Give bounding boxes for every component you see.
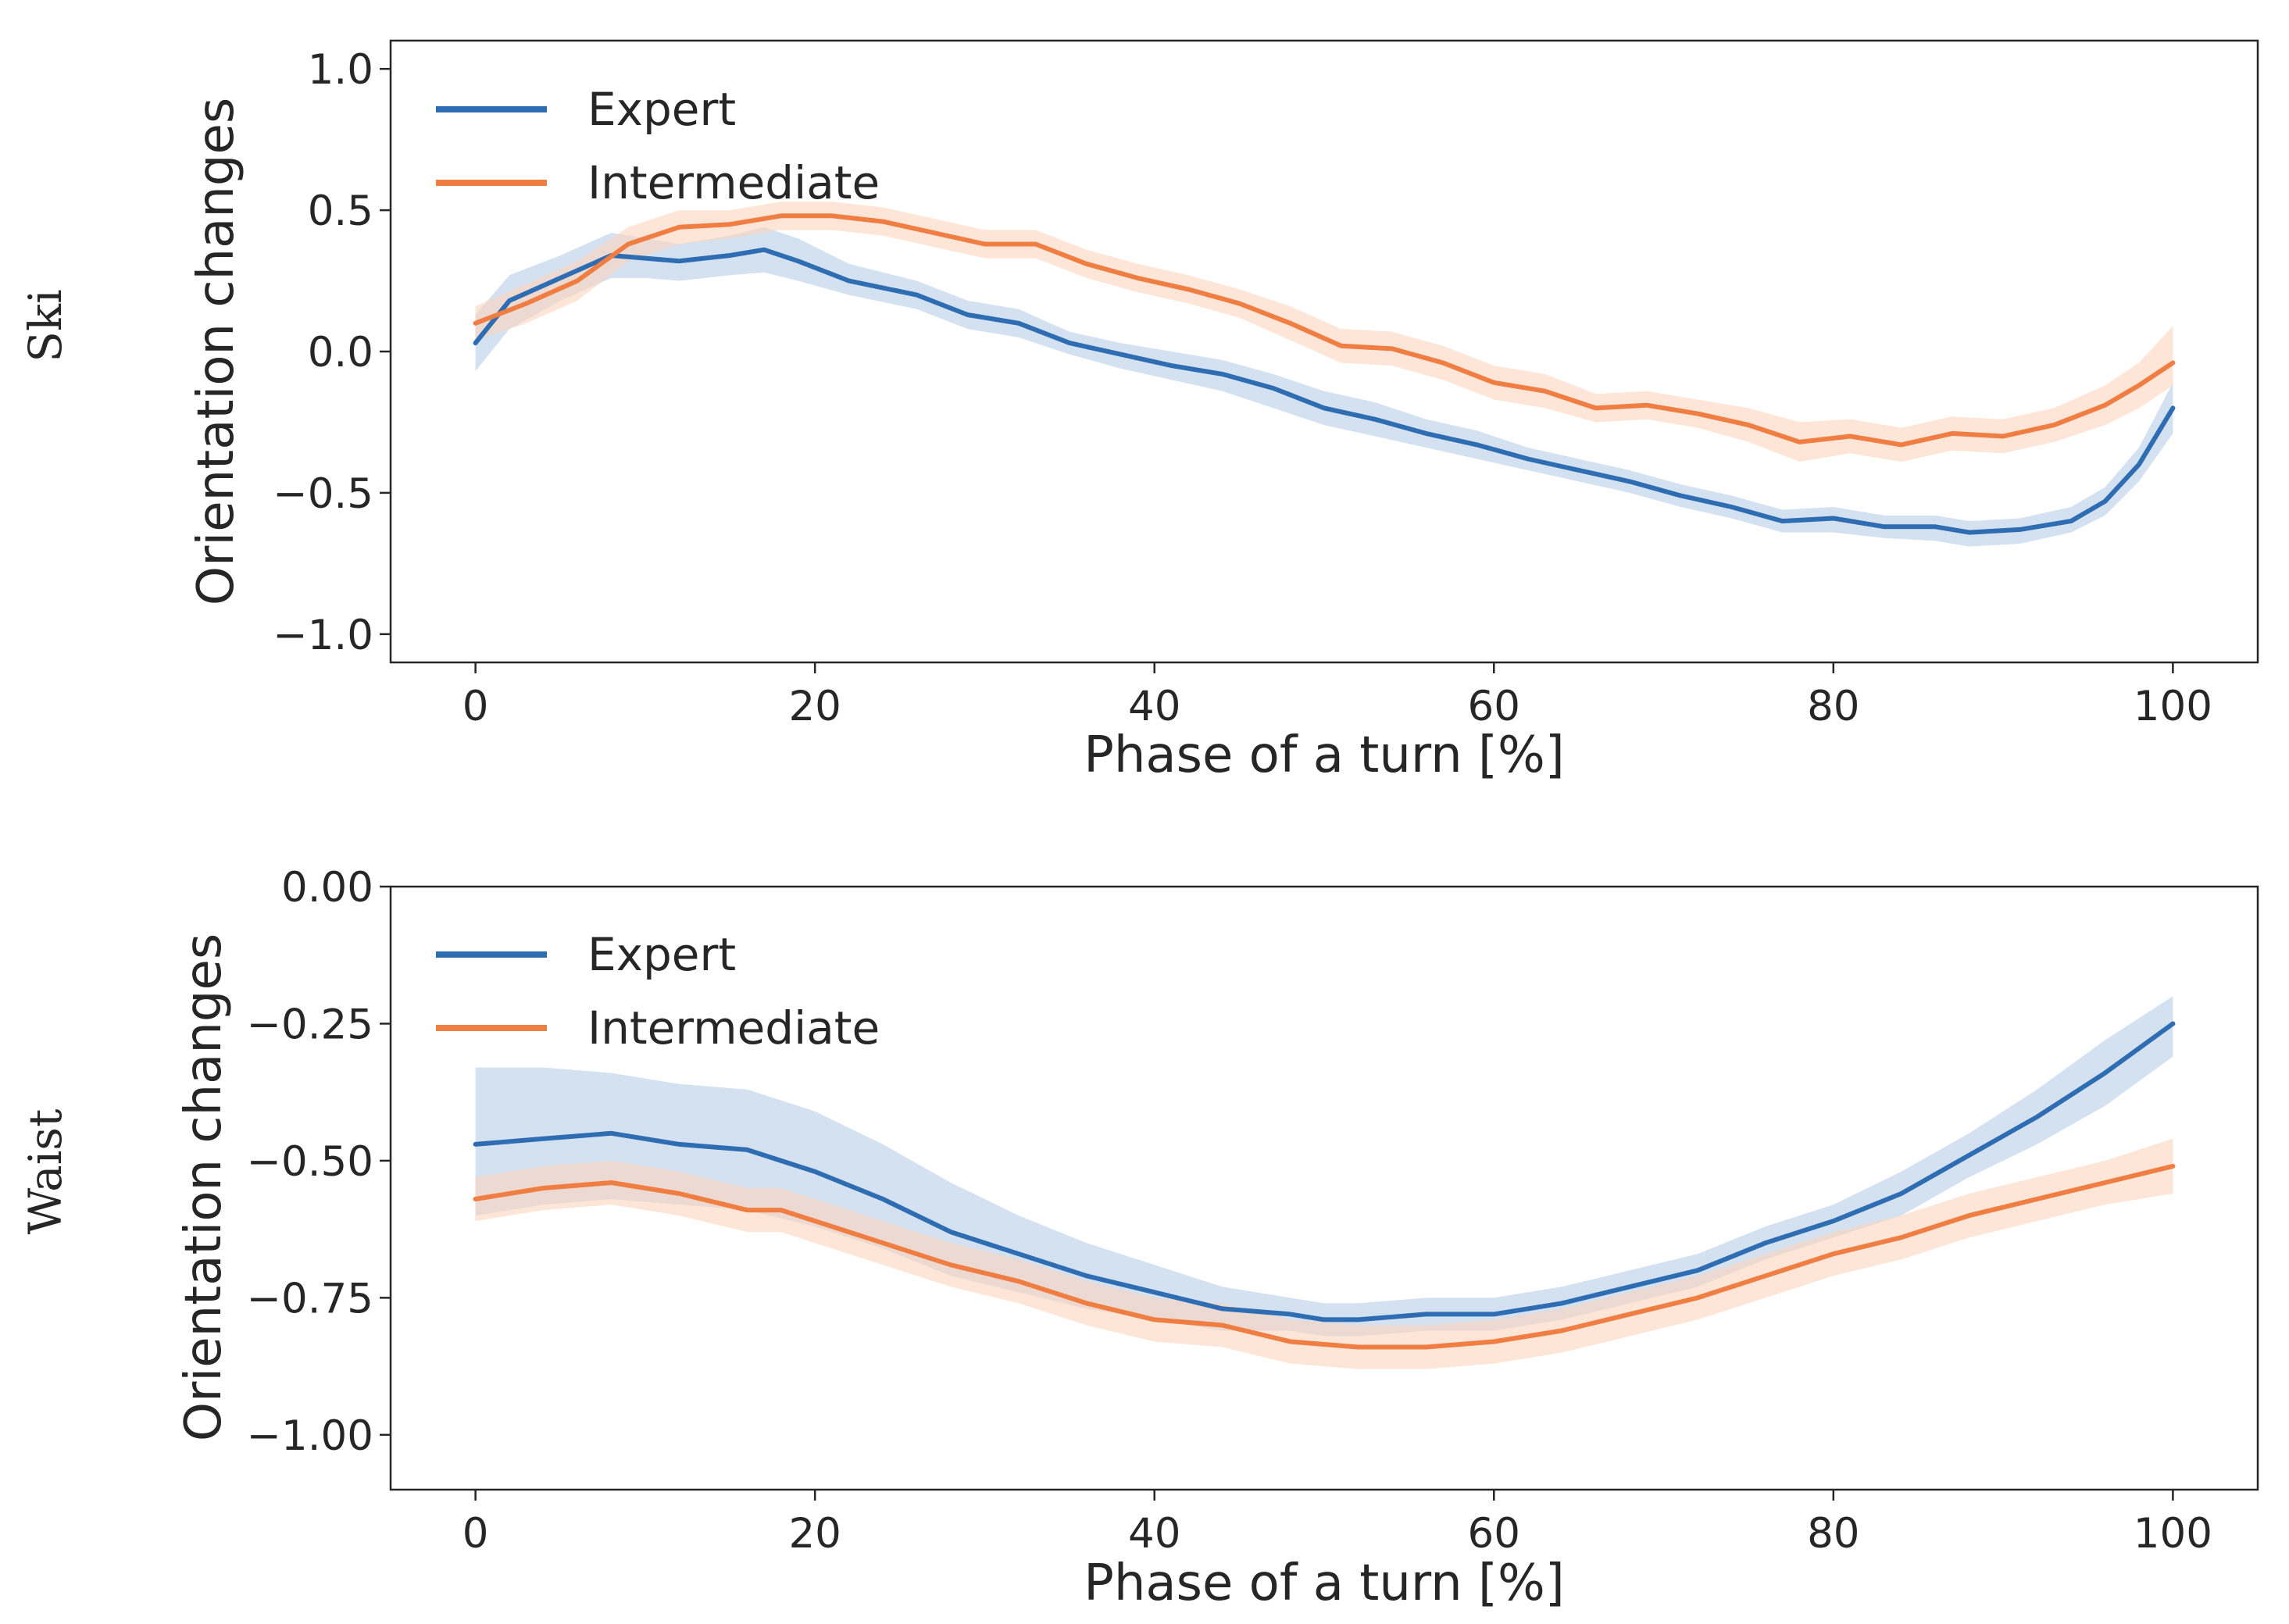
ski-intermediate-line	[473, 213, 2176, 448]
ski-x-tick-label: 80	[1807, 683, 1859, 730]
waist-lines	[473, 1021, 2176, 1350]
waist-x-tick-label: 20	[788, 1510, 841, 1558]
ski-x-tick-label: 100	[2134, 683, 2212, 730]
ski-expert-line	[473, 247, 2176, 535]
waist-legend-intermediate-label: Intermediate	[587, 1001, 880, 1055]
waist-y-tick-label: −0.25	[247, 1001, 373, 1048]
waist-plot-frame	[389, 885, 2259, 1491]
ski-y-tick-label: 0.0	[308, 329, 373, 377]
ski-row-label: Ski	[19, 289, 72, 362]
waist-y-axis-title: Orientation changes	[175, 933, 233, 1442]
waist-x-tick-label: 60	[1468, 1510, 1520, 1558]
waist-legend: Expert Intermediate	[436, 928, 880, 1055]
waist-x-tick-label: 80	[1807, 1510, 1859, 1558]
waist-y-tick-label: 0.00	[281, 864, 373, 912]
ski-x-ticks: 0 20 40 60 80 100	[462, 662, 2212, 730]
ski-lines	[473, 213, 2176, 535]
waist-x-ticks: 0 20 40 60 80 100	[462, 1490, 2212, 1558]
waist-y-tick-label: −1.00	[247, 1412, 373, 1460]
waist-x-tick-label: 0	[462, 1510, 489, 1558]
ski-intermediate-band	[475, 202, 2173, 462]
waist-y-tick-label: −0.50	[247, 1138, 373, 1186]
waist-expert-line	[473, 1021, 2176, 1322]
waist-intermediate-line	[473, 1163, 2176, 1350]
ski-expert-band	[475, 227, 2173, 547]
waist-y-tick-label: −0.75	[247, 1275, 373, 1322]
ski-legend-intermediate-label: Intermediate	[587, 156, 880, 209]
ski-y-tick-label: −1.0	[273, 612, 373, 659]
waist-x-tick-label: 40	[1128, 1510, 1180, 1558]
ski-x-tick-label: 40	[1128, 683, 1180, 730]
ski-x-tick-label: 20	[788, 683, 841, 730]
ski-y-ticks: 1.0 0.5 0.0 −0.5 −1.0	[273, 46, 391, 659]
ski-y-tick-label: 1.0	[308, 46, 373, 94]
ski-panel: Ski 1.0 0.5 0.0 −0.5 −1.0 0 20 40 60 80 100 Orien…	[19, 39, 2259, 784]
waist-row-label: Waist	[19, 1109, 72, 1235]
ski-x-tick-label: 0	[462, 683, 489, 730]
ski-x-axis-title: Phase of a turn [%]	[1084, 726, 1565, 784]
ski-y-tick-label: −0.5	[273, 470, 373, 518]
ski-x-tick-label: 60	[1468, 683, 1520, 730]
ski-legend-expert-label: Expert	[587, 83, 736, 136]
waist-y-ticks: 0.00 −0.25 −0.50 −0.75 −1.00	[247, 864, 391, 1460]
waist-x-tick-label: 100	[2134, 1510, 2212, 1558]
ski-legend: Expert Intermediate	[436, 83, 880, 209]
waist-panel: Waist 0.00 −0.25 −0.50 −0.75 −1.00 0 20 40 60 80…	[19, 864, 2259, 1612]
waist-x-axis-title: Phase of a turn [%]	[1084, 1554, 1565, 1612]
waist-legend-expert-label: Expert	[587, 928, 736, 981]
ski-y-axis-title: Orientation changes	[187, 98, 245, 606]
ski-y-tick-label: 0.5	[308, 187, 373, 235]
